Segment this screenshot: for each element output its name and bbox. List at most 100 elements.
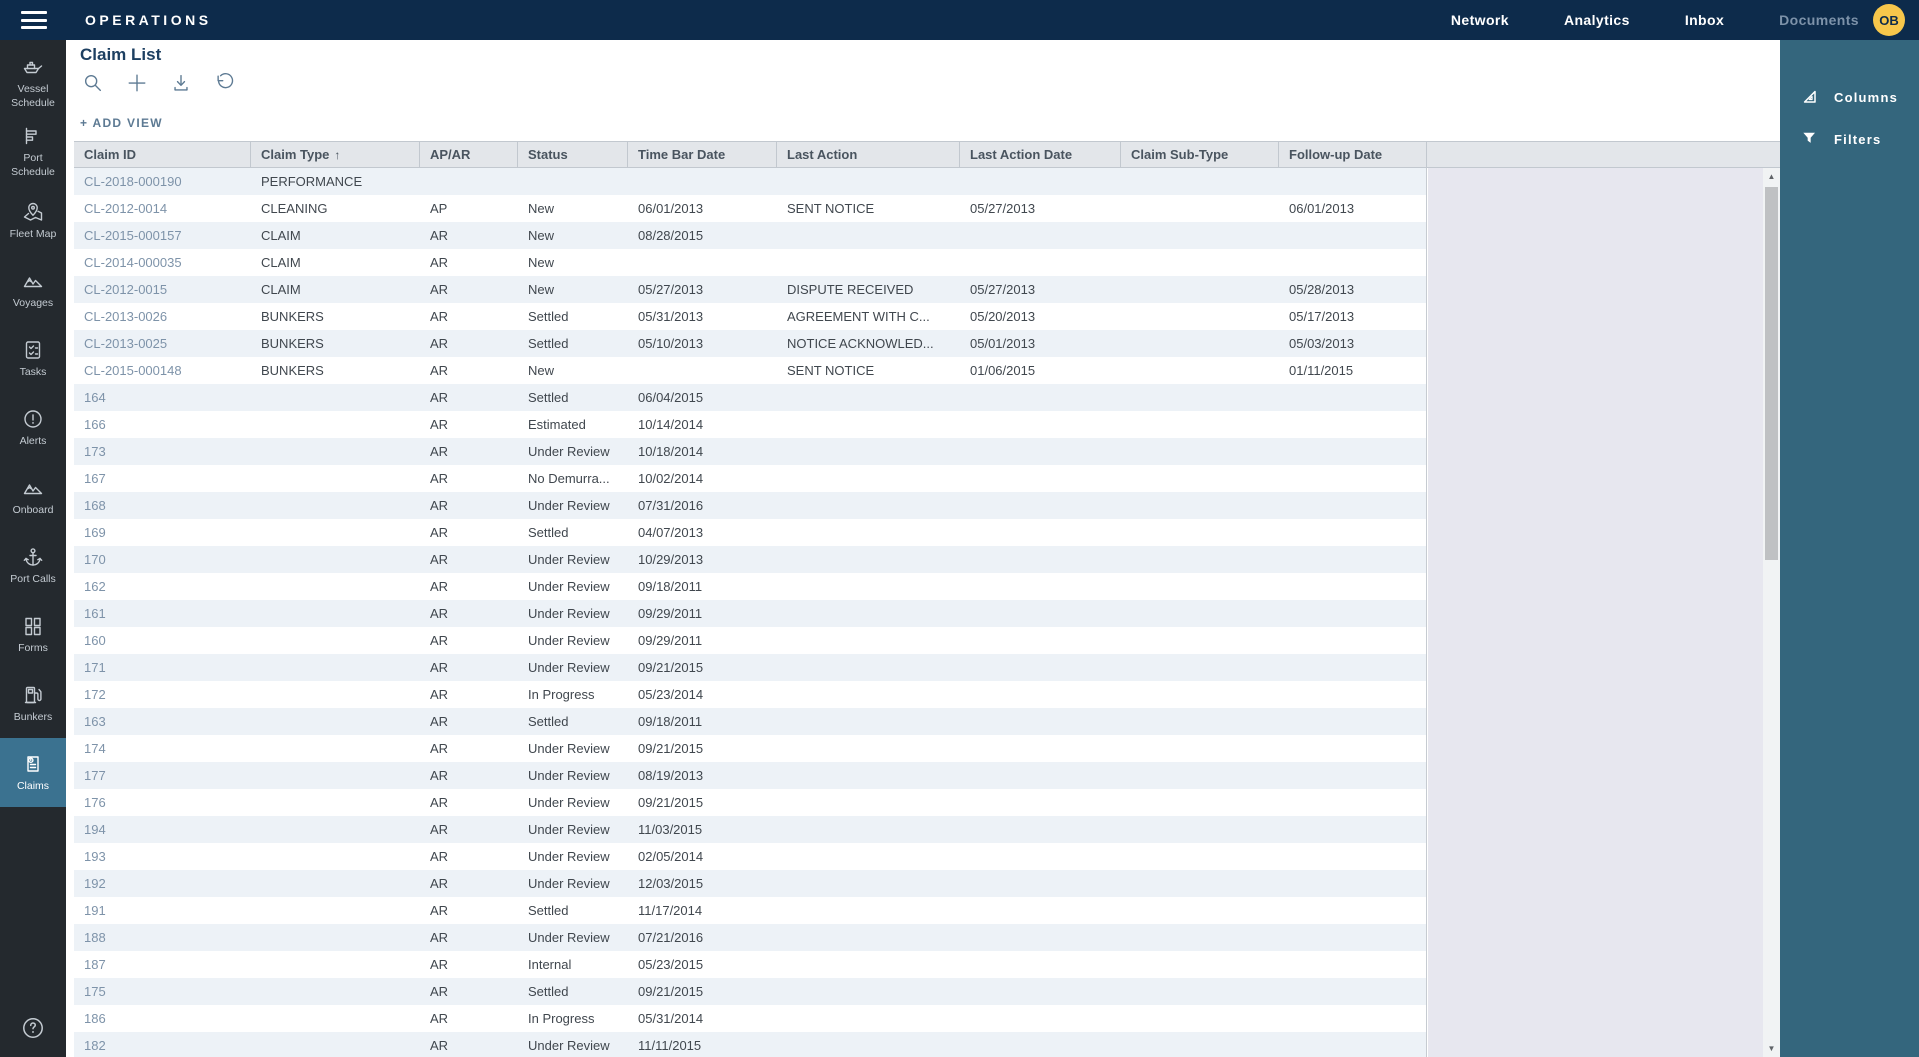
add-button[interactable] <box>126 72 148 94</box>
scrollbar-thumb[interactable] <box>1765 187 1778 560</box>
cell-claim-id[interactable]: 176 <box>84 795 106 810</box>
cell-claim-id[interactable]: 193 <box>84 849 106 864</box>
cell-claim-id[interactable]: 191 <box>84 903 106 918</box>
cell-claim-id[interactable]: 175 <box>84 984 106 999</box>
table-row[interactable]: CL-2014-000035 CLAIM AR New <box>74 249 1426 276</box>
table-row[interactable]: 177 AR Under Review 08/19/2013 <box>74 762 1426 789</box>
nav-item-network[interactable]: Network <box>1450 12 1509 28</box>
nav-item-analytics[interactable]: Analytics <box>1563 12 1630 28</box>
sidebar-item-fleet-map[interactable]: Fleet Map <box>0 186 66 255</box>
column-header-claim-type[interactable]: Claim Type ↑ <box>251 142 420 167</box>
cell-claim-id[interactable]: 161 <box>84 606 106 621</box>
table-row[interactable]: 172 AR In Progress 05/23/2014 <box>74 681 1426 708</box>
panel-item-columns[interactable]: Columns <box>1780 76 1919 118</box>
column-header-time-bar-date[interactable]: Time Bar Date <box>628 142 777 167</box>
nav-item-documents[interactable]: Documents <box>1779 12 1859 28</box>
table-row[interactable]: CL-2013-0026 BUNKERS AR Settled 05/31/2013 AG… <box>74 303 1426 330</box>
table-row[interactable]: 192 AR Under Review 12/03/2015 <box>74 870 1426 897</box>
cell-claim-id[interactable]: 187 <box>84 957 106 972</box>
sidebar-item-onboard[interactable]: Onboard <box>0 462 66 531</box>
search-button[interactable] <box>82 72 104 94</box>
table-row[interactable]: 162 AR Under Review 09/18/2011 <box>74 573 1426 600</box>
cell-claim-id[interactable]: 194 <box>84 822 106 837</box>
table-row[interactable]: CL-2012-0014 CLEANING AP New 06/01/2013 SENT … <box>74 195 1426 222</box>
cell-claim-id[interactable]: 177 <box>84 768 106 783</box>
table-row[interactable]: 191 AR Settled 11/17/2014 <box>74 897 1426 924</box>
cell-claim-id[interactable]: CL-2014-000035 <box>84 255 182 270</box>
cell-claim-id[interactable]: 174 <box>84 741 106 756</box>
cell-claim-id[interactable]: CL-2013-0025 <box>84 336 168 351</box>
help-icon[interactable] <box>0 1015 66 1041</box>
column-header-follow-up-date[interactable]: Follow-up Date <box>1279 142 1427 167</box>
scroll-down-icon[interactable]: ▼ <box>1767 1044 1776 1053</box>
table-row[interactable]: 194 AR Under Review 11/03/2015 <box>74 816 1426 843</box>
table-row[interactable]: CL-2013-0025 BUNKERS AR Settled 05/10/2013 NO… <box>74 330 1426 357</box>
cell-claim-id[interactable]: 166 <box>84 417 106 432</box>
table-row[interactable]: 169 AR Settled 04/07/2013 <box>74 519 1426 546</box>
table-row[interactable]: 173 AR Under Review 10/18/2014 <box>74 438 1426 465</box>
sidebar-item-tasks[interactable]: Tasks <box>0 324 66 393</box>
cell-claim-id[interactable]: CL-2015-000148 <box>84 363 182 378</box>
cell-claim-id[interactable]: 163 <box>84 714 106 729</box>
table-row[interactable]: 186 AR In Progress 05/31/2014 <box>74 1005 1426 1032</box>
table-row[interactable]: 174 AR Under Review 09/21/2015 <box>74 735 1426 762</box>
column-header-last-action-date[interactable]: Last Action Date <box>960 142 1121 167</box>
sidebar-item-forms[interactable]: Forms <box>0 600 66 669</box>
nav-item-inbox[interactable]: Inbox <box>1684 12 1725 28</box>
cell-claim-id[interactable]: 171 <box>84 660 106 675</box>
reset-button[interactable] <box>214 72 236 94</box>
cell-claim-id[interactable]: 170 <box>84 552 106 567</box>
table-row[interactable]: 170 AR Under Review 10/29/2013 <box>74 546 1426 573</box>
scroll-up-icon[interactable]: ▲ <box>1767 172 1776 181</box>
table-row[interactable]: CL-2015-000157 CLAIM AR New 08/28/2015 <box>74 222 1426 249</box>
cell-claim-id[interactable]: 169 <box>84 525 106 540</box>
export-button[interactable] <box>170 72 192 94</box>
column-header-claim-id[interactable]: Claim ID <box>74 142 251 167</box>
sidebar-item-port-calls[interactable]: Port Calls <box>0 531 66 600</box>
table-row[interactable]: 164 AR Settled 06/04/2015 <box>74 384 1426 411</box>
table-row[interactable]: 168 AR Under Review 07/31/2016 <box>74 492 1426 519</box>
sidebar-item-vessel-schedule[interactable]: Vessel Schedule <box>0 48 66 117</box>
cell-claim-id[interactable]: CL-2013-0026 <box>84 309 168 324</box>
table-row[interactable]: 166 AR Estimated 10/14/2014 <box>74 411 1426 438</box>
sidebar-item-bunkers[interactable]: Bunkers <box>0 669 66 738</box>
table-row[interactable]: 163 AR Settled 09/18/2011 <box>74 708 1426 735</box>
menu-icon[interactable] <box>21 11 47 29</box>
cell-claim-id[interactable]: CL-2018-000190 <box>84 174 182 189</box>
table-row[interactable]: 167 AR No Demurra... 10/02/2014 <box>74 465 1426 492</box>
table-row[interactable]: 182 AR Under Review 11/11/2015 <box>74 1032 1426 1057</box>
cell-claim-id[interactable]: 167 <box>84 471 106 486</box>
cell-claim-id[interactable]: CL-2012-0015 <box>84 282 168 297</box>
table-row[interactable]: 187 AR Internal 05/23/2015 <box>74 951 1426 978</box>
panel-item-filters[interactable]: Filters <box>1780 118 1919 160</box>
table-row[interactable]: 160 AR Under Review 09/29/2011 <box>74 627 1426 654</box>
sidebar-item-claims[interactable]: Claims <box>0 738 66 807</box>
cell-claim-id[interactable]: CL-2015-000157 <box>84 228 182 243</box>
cell-claim-id[interactable]: 168 <box>84 498 106 513</box>
cell-claim-id[interactable]: 182 <box>84 1038 106 1053</box>
sidebar-item-port-schedule[interactable]: Port Schedule <box>0 117 66 186</box>
table-row[interactable]: CL-2015-000148 BUNKERS AR New SENT NOTICE 01/… <box>74 357 1426 384</box>
cell-claim-id[interactable]: 164 <box>84 390 106 405</box>
add-view-button[interactable]: + ADD VIEW <box>80 116 163 130</box>
table-row[interactable]: 176 AR Under Review 09/21/2015 <box>74 789 1426 816</box>
column-header-status[interactable]: Status <box>518 142 628 167</box>
cell-claim-id[interactable]: 186 <box>84 1011 106 1026</box>
table-row[interactable]: CL-2018-000190 PERFORMANCE <box>74 168 1426 195</box>
cell-claim-id[interactable]: CL-2012-0014 <box>84 201 168 216</box>
column-header-ap-ar[interactable]: AP/AR <box>420 142 518 167</box>
column-header-claim-sub-type[interactable]: Claim Sub-Type <box>1121 142 1279 167</box>
table-row[interactable]: CL-2012-0015 CLAIM AR New 05/27/2013 DISPUTE … <box>74 276 1426 303</box>
table-row[interactable]: 193 AR Under Review 02/05/2014 <box>74 843 1426 870</box>
sidebar-item-voyages[interactable]: Voyages <box>0 255 66 324</box>
cell-claim-id[interactable]: 162 <box>84 579 106 594</box>
cell-claim-id[interactable]: 160 <box>84 633 106 648</box>
cell-claim-id[interactable]: 173 <box>84 444 106 459</box>
cell-claim-id[interactable]: 192 <box>84 876 106 891</box>
cell-claim-id[interactable]: 188 <box>84 930 106 945</box>
column-header-last-action[interactable]: Last Action <box>777 142 960 167</box>
table-row[interactable]: 161 AR Under Review 09/29/2011 <box>74 600 1426 627</box>
vertical-scrollbar[interactable]: ▲ ▼ <box>1763 168 1780 1057</box>
cell-claim-id[interactable]: 172 <box>84 687 106 702</box>
avatar[interactable]: OB <box>1873 4 1905 36</box>
